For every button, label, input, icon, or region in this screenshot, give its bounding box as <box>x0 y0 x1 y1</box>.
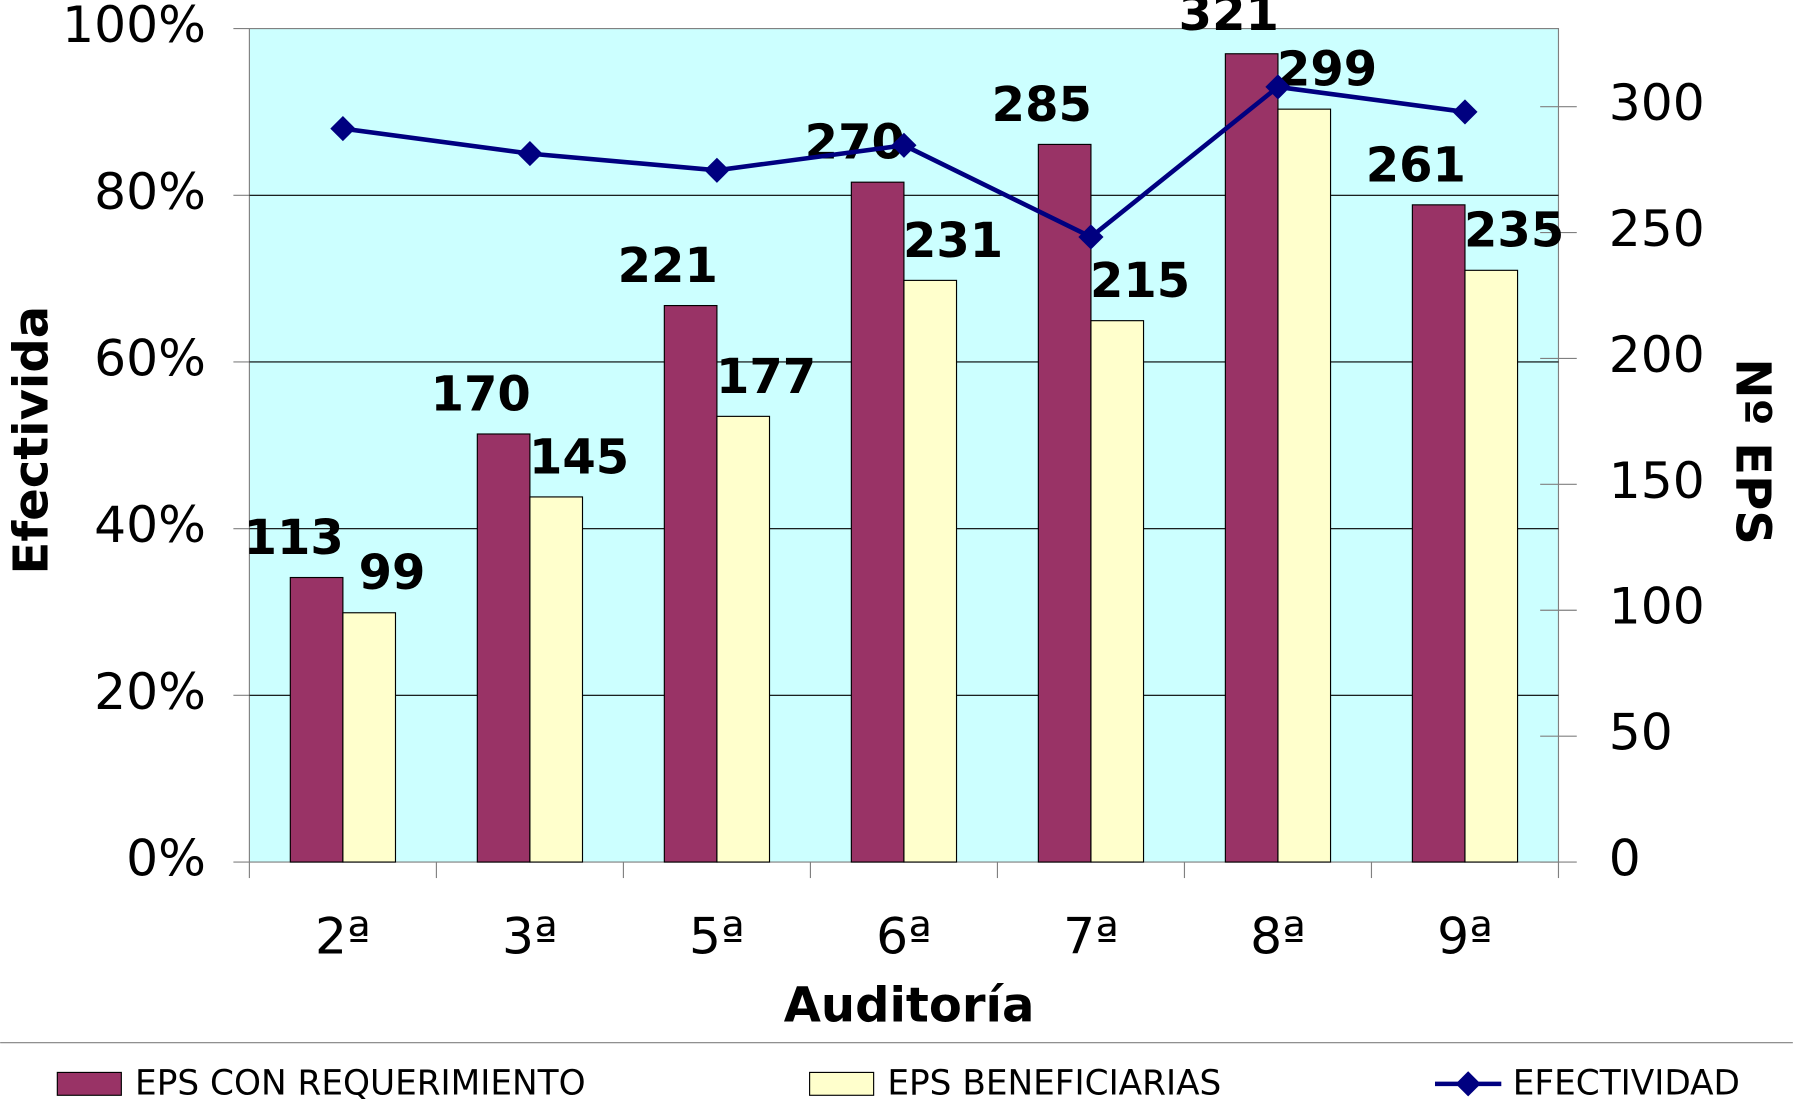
y-tick-label: 0% <box>126 829 206 888</box>
bar <box>716 415 771 863</box>
x-tick-label: 5ª <box>689 906 745 965</box>
data-label: 215 <box>1090 253 1190 309</box>
data-label: 261 <box>1366 137 1466 193</box>
bar <box>342 612 397 863</box>
data-label: 221 <box>618 238 718 294</box>
x-tick-label: 8ª <box>1250 906 1306 965</box>
bar <box>663 304 718 863</box>
y2-tick-label: 50 <box>1609 703 1673 762</box>
x-axis-title: Auditoría <box>784 977 1035 1033</box>
line-marker <box>1452 99 1478 125</box>
x-tick-label: 2ª <box>315 906 371 965</box>
data-label: 285 <box>992 77 1092 133</box>
bar <box>529 496 584 863</box>
legend-label: EPS BENEFICIARIAS <box>887 1063 1221 1101</box>
x-tick-label: 9ª <box>1437 906 1493 965</box>
line-marker <box>330 116 356 142</box>
x-tick-label: 7ª <box>1063 906 1119 965</box>
bar <box>1224 53 1279 863</box>
legend-swatch <box>809 1071 875 1096</box>
data-label: 170 <box>431 366 531 422</box>
y-tick-label: 60% <box>94 328 206 387</box>
y-tick-label: 40% <box>94 495 206 554</box>
y2-axis-title: Nº EPS <box>1724 358 1780 545</box>
y2-tick-label: 200 <box>1609 325 1705 384</box>
bar <box>1411 204 1466 863</box>
bar <box>903 279 958 863</box>
y-tick-label: 80% <box>94 162 206 221</box>
x-tick-label: 3ª <box>502 906 558 965</box>
bar <box>850 181 905 863</box>
y2-tick-label: 0 <box>1609 829 1641 888</box>
y2-tick-label: 100 <box>1609 577 1705 636</box>
y2-tick-label: 300 <box>1609 73 1705 132</box>
line-marker <box>1265 74 1291 100</box>
data-label: 321 <box>1179 0 1279 42</box>
bar <box>1090 320 1145 863</box>
legend-marker <box>1455 1071 1481 1097</box>
legend-swatch <box>56 1071 122 1096</box>
bar <box>1277 108 1332 863</box>
x-tick-label: 6ª <box>876 906 932 965</box>
bar <box>1037 143 1092 863</box>
legend-label: EPS CON REQUERIMIENTO <box>135 1063 586 1101</box>
y2-tick-label: 250 <box>1609 199 1705 258</box>
bar <box>289 576 344 863</box>
y-axis-title: Efectivida <box>3 306 59 575</box>
bar <box>1464 269 1519 863</box>
data-label: 99 <box>359 545 426 601</box>
y-tick-label: 20% <box>94 662 206 721</box>
legend-label: EFECTIVIDAD <box>1513 1063 1740 1101</box>
y-tick-label: 100% <box>62 0 206 54</box>
y2-tick-label: 150 <box>1609 451 1705 510</box>
data-label: 231 <box>903 213 1003 269</box>
data-label: 177 <box>716 349 816 405</box>
bar <box>476 433 531 863</box>
data-label: 235 <box>1464 203 1564 259</box>
data-label: 145 <box>529 429 629 485</box>
data-label: 113 <box>244 510 344 566</box>
data-label: 270 <box>805 115 905 171</box>
